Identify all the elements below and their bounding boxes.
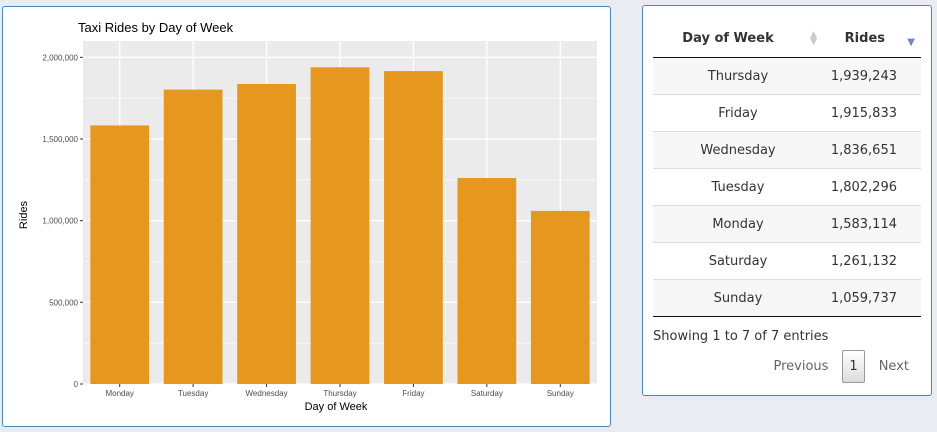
x-tick-label: Wednesday (246, 389, 288, 398)
column-header-rides[interactable]: Rides ▼ (823, 20, 921, 58)
x-tick-label: Saturday (471, 389, 503, 398)
bar-saturday (457, 178, 517, 384)
x-tick-label: Monday (105, 389, 133, 398)
y-tick-label: 1,500,000 (42, 135, 78, 144)
x-tick-label: Sunday (547, 389, 574, 398)
table-row: Monday 1,583,114 (653, 205, 921, 243)
y-tick-label: 2,000,000 (42, 53, 78, 62)
sort-desc-icon: ▼ (907, 37, 915, 48)
pagination: Previous 1 Next (763, 350, 919, 383)
cell-day: Thursday (653, 57, 823, 95)
cell-day: Friday (653, 94, 823, 132)
x-tick-label: Friday (402, 389, 424, 398)
table-row: Saturday 1,261,132 (653, 242, 921, 280)
cell-rides: 1,802,296 (823, 168, 921, 206)
cell-rides: 1,583,114 (823, 205, 921, 243)
bar-monday (90, 125, 150, 384)
y-tick-label: 1,000,000 (42, 217, 78, 226)
table-row: Thursday 1,939,243 (653, 57, 921, 95)
chart-title: Taxi Rides by Day of Week (78, 20, 234, 35)
x-tick-label: Tuesday (178, 389, 208, 398)
next-button[interactable]: Next (878, 359, 909, 374)
y-tick-label: 500,000 (49, 298, 78, 307)
cell-rides: 1,261,132 (823, 242, 921, 280)
page-1-button[interactable]: 1 (842, 350, 865, 383)
bar-chart: Taxi Rides by Day of Week 0 500,000 1,000,… (18, 20, 597, 413)
y-axis-label: Rides (18, 200, 30, 229)
sort-both-icon: ▲ ▼ (810, 30, 817, 47)
bar-wednesday (237, 84, 296, 384)
x-tick-label: Thursday (323, 389, 356, 398)
bar-thursday (310, 67, 370, 385)
cell-day: Sunday (653, 279, 823, 317)
table-row: Sunday 1,059,737 (653, 279, 921, 317)
column-header-day-label: Day of Week (682, 31, 774, 46)
previous-button[interactable]: Previous (773, 359, 829, 374)
y-tick-label: 0 (74, 380, 79, 389)
cell-rides: 1,915,833 (823, 94, 921, 132)
x-axis-label: Day of Week (305, 401, 368, 413)
cell-rides: 1,059,737 (823, 279, 921, 317)
table-header-row: Day of Week ▲ ▼ Rides ▼ (653, 20, 921, 58)
column-header-day[interactable]: Day of Week ▲ ▼ (653, 20, 823, 58)
column-header-rides-label: Rides (844, 31, 885, 46)
bar-friday (384, 71, 443, 384)
rides-table: Day of Week ▲ ▼ Rides ▼ Thursday 1,939,24… (653, 20, 921, 317)
cell-day: Wednesday (653, 131, 823, 169)
chart-panel: Taxi Rides by Day of Week 0 500,000 1,000,… (2, 6, 611, 427)
table-panel: Day of Week ▲ ▼ Rides ▼ Thursday 1,939,24… (642, 5, 932, 396)
cell-rides: 1,939,243 (823, 57, 921, 95)
cell-day: Monday (653, 205, 823, 243)
cell-day: Saturday (653, 242, 823, 280)
table-row: Tuesday 1,802,296 (653, 168, 921, 206)
table-row: Friday 1,915,833 (653, 94, 921, 132)
cell-day: Tuesday (653, 168, 823, 206)
cell-rides: 1,836,651 (823, 131, 921, 169)
bar-tuesday (163, 89, 223, 384)
table-info: Showing 1 to 7 of 7 entries (653, 329, 829, 344)
table-row: Wednesday 1,836,651 (653, 131, 921, 169)
bar-sunday (530, 210, 590, 384)
